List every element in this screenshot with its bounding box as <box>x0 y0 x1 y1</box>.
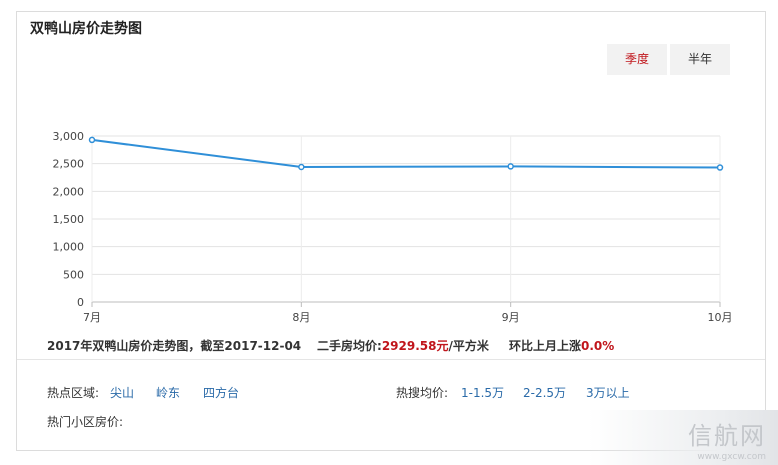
watermark-url: www.gxcw.com <box>697 452 766 462</box>
hot-areas-label: 热点区域: <box>47 386 100 400</box>
hot-prices-label: 热搜均价: <box>396 386 449 400</box>
watermark-text: 信航网 <box>688 422 766 450</box>
section-divider <box>17 359 765 360</box>
price-trend-chart: 0 500 1,000 1,500 2,000 2,500 3,000 7月 8月 9月 10月 <box>53 130 733 324</box>
hot-price-link[interactable]: 1-1.5万 <box>461 386 505 400</box>
y-tick-label: 0 <box>77 296 84 309</box>
data-point <box>716 164 724 171</box>
mom-summary: 环比上月上涨0.0% <box>509 337 614 354</box>
x-tick-label: 9月 <box>502 311 520 324</box>
chart-title: 双鸭山房价走势图 <box>30 21 142 37</box>
y-tick-label: 2,500 <box>53 158 85 171</box>
avg-price-unit: /平方米 <box>448 339 489 353</box>
avg-price-label: 二手房均价: <box>317 339 382 353</box>
y-tick-label: 1,000 <box>53 241 85 254</box>
hot-price-link[interactable]: 2-2.5万 <box>523 386 567 400</box>
half-year-button[interactable]: 半年 <box>670 44 730 75</box>
y-tick-label: 3,000 <box>53 130 85 143</box>
avg-price-value: 2929.58元 <box>381 339 449 353</box>
quarter-button[interactable]: 季度 <box>607 44 667 75</box>
data-point <box>88 136 96 144</box>
hot-price-link[interactable]: 3万以上 <box>586 386 630 400</box>
watermark: 信航网 www.gxcw.com <box>588 410 778 465</box>
x-tick-label: 7月 <box>83 311 101 324</box>
mom-label: 环比上月上涨 <box>509 339 582 353</box>
data-point <box>298 163 305 171</box>
hot-area-link[interactable]: 四方台 <box>203 386 240 400</box>
series-line <box>91 138 721 169</box>
hot-area-link[interactable]: 尖山 <box>110 386 135 400</box>
hot-area-link[interactable]: 岭东 <box>156 386 181 400</box>
hot-communities-label: 热门小区房价: <box>47 415 124 429</box>
summary-prefix: 2017年双鸭山房价走势图，截至2017-12-04 <box>47 339 302 353</box>
y-tick-label: 500 <box>63 268 84 281</box>
y-tick-label: 1,500 <box>53 213 85 226</box>
y-tick-label: 2,000 <box>53 185 85 198</box>
x-tick-label: 10月 <box>708 311 733 324</box>
avg-price-summary: 二手房均价:2929.58元/平方米 <box>317 337 489 354</box>
x-tick-label: 8月 <box>292 311 310 324</box>
price-trend-panel <box>16 11 766 451</box>
data-point <box>507 163 514 170</box>
mom-value: 0.0% <box>581 339 615 353</box>
